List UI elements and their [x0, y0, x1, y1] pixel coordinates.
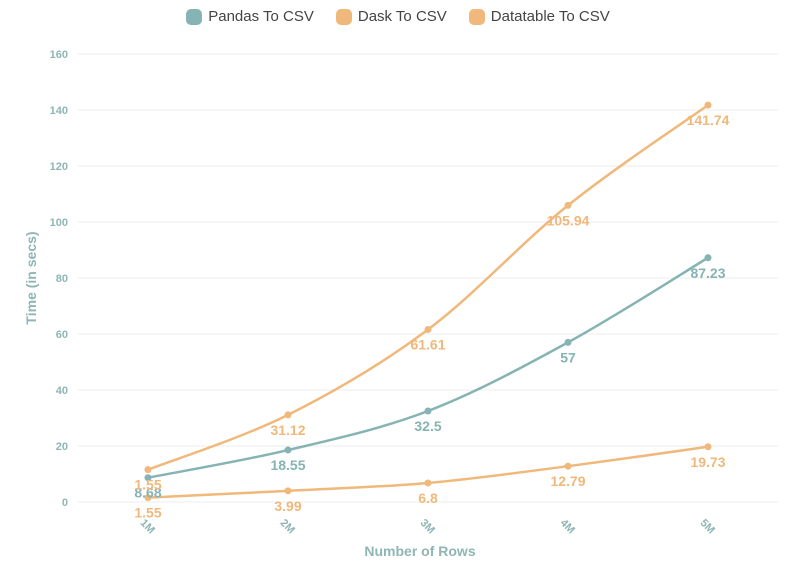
- y-tick-label: 160: [50, 49, 68, 61]
- data-label: 19.73: [690, 454, 725, 470]
- data-label: 141.74: [687, 112, 730, 128]
- data-label: 57: [560, 349, 576, 365]
- y-tick-label: 120: [50, 161, 68, 173]
- data-label: 31.12: [270, 422, 305, 438]
- data-point: [564, 338, 572, 346]
- legend-swatch: [186, 8, 203, 25]
- data-label: 1.55: [134, 505, 161, 521]
- series-line: [147, 256, 709, 479]
- data-label: 61.61: [410, 336, 445, 352]
- x-axis-title: Number of Rows: [364, 543, 475, 559]
- data-label: 87.23: [690, 265, 725, 281]
- y-tick-label: 140: [50, 105, 68, 117]
- data-label: 6.8: [418, 490, 438, 506]
- y-tick-label: 0: [62, 497, 68, 509]
- x-tick-label: 3M: [418, 517, 437, 536]
- data-point: [144, 474, 152, 482]
- x-tick-label: 4M: [558, 517, 577, 536]
- data-label: 1.55: [134, 477, 161, 493]
- y-tick-label: 20: [56, 441, 68, 453]
- legend-swatch: [468, 8, 485, 25]
- data-point: [144, 466, 152, 474]
- data-label: 8.68: [134, 485, 161, 501]
- data-label: 3.99: [274, 498, 301, 514]
- data-point: [424, 479, 432, 487]
- data-point: [284, 487, 292, 495]
- data-label: 12.79: [550, 473, 585, 489]
- y-axis-title: Time (in secs): [23, 231, 39, 324]
- data-point: [564, 462, 572, 470]
- legend-item[interactable]: Pandas To CSV: [186, 8, 314, 25]
- data-point: [704, 101, 712, 109]
- legend-label: Datatable To CSV: [490, 8, 610, 25]
- data-point: [284, 411, 292, 419]
- legend-label: Pandas To CSV: [208, 8, 314, 25]
- data-point: [564, 201, 572, 209]
- data-label: 32.5: [414, 418, 441, 434]
- legend-swatch: [335, 8, 352, 25]
- series-line: [147, 104, 709, 471]
- data-point: [424, 325, 432, 333]
- legend-label: Dask To CSV: [357, 8, 447, 25]
- legend-item[interactable]: Datatable To CSV: [468, 8, 610, 25]
- data-point: [284, 446, 292, 454]
- data-point: [704, 443, 712, 451]
- data-label: 18.55: [270, 457, 305, 473]
- data-point: [424, 407, 432, 415]
- data-point: [144, 494, 152, 502]
- x-tick-label: 2M: [278, 517, 297, 536]
- y-tick-label: 100: [50, 217, 68, 229]
- y-tick-label: 60: [56, 329, 68, 341]
- data-point: [704, 254, 712, 262]
- y-tick-label: 40: [56, 385, 68, 397]
- x-tick-label: 5M: [698, 517, 717, 536]
- data-label: 105.94: [547, 212, 590, 228]
- legend-item[interactable]: Dask To CSV: [335, 8, 447, 25]
- legend: Pandas To CSV Dask To CSV Datatable To CSV: [0, 8, 796, 25]
- y-tick-label: 80: [56, 273, 68, 285]
